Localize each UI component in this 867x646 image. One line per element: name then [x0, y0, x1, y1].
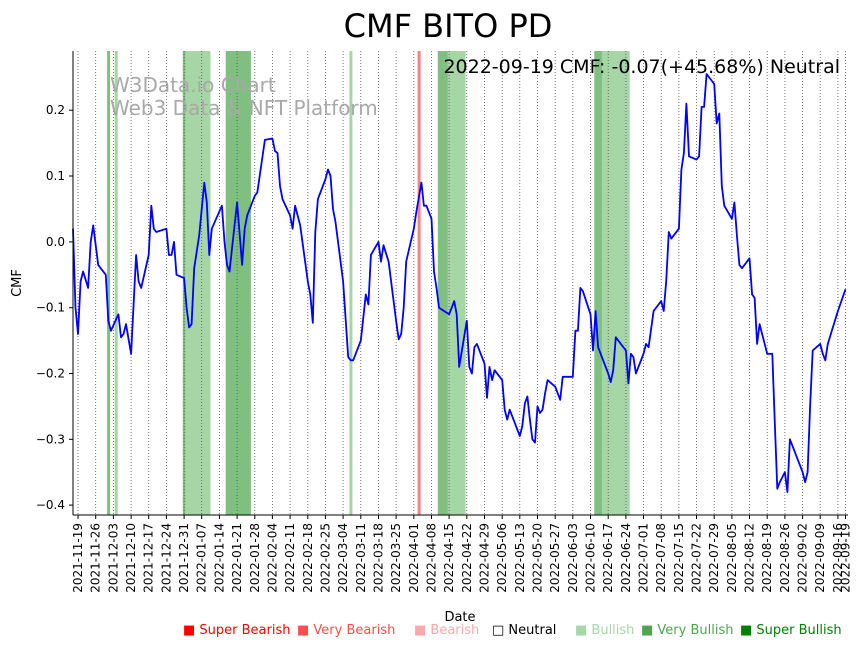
- signal-band-9: [594, 51, 605, 515]
- legend-item-bullish: ■ Bullish: [575, 623, 634, 638]
- legend-item-bearish: ■ Bearish: [414, 623, 479, 638]
- x-axis-label: Date: [444, 610, 475, 625]
- x-tick-label: 2022-07-08: [654, 523, 668, 593]
- x-tick-label: 2021-11-19: [71, 523, 85, 593]
- x-tick-label: 2022-04-08: [425, 523, 439, 593]
- x-tick-label: 2022-02-25: [318, 523, 332, 593]
- signal-band-6: [417, 51, 421, 515]
- x-tick-label: 2022-02-18: [301, 523, 315, 593]
- x-tick-label: 2022-01-14: [212, 523, 226, 593]
- signal-band-4: [225, 51, 251, 515]
- cmf-series-line: [72, 73, 847, 493]
- x-ticks: 2021-11-19 2021-11-26 2021-12-03 2021-12-10…: [71, 515, 853, 593]
- x-tick-label: 2022-02-11: [283, 523, 297, 593]
- x-tick-label: 2022-07-01: [637, 523, 651, 593]
- x-tick-label: 2021-12-10: [124, 523, 138, 593]
- x-tick-label: 2022-03-18: [372, 523, 386, 593]
- x-tick-label: 2022-03-11: [354, 523, 368, 593]
- x-tick-label: 2022-08-19: [760, 523, 774, 593]
- x-tick-label: 2022-01-21: [230, 523, 244, 593]
- x-tick-label: 2022-06-17: [601, 523, 615, 593]
- x-tick-label: 2022-08-05: [725, 523, 739, 593]
- signal-band-1: [114, 51, 118, 515]
- vertical-gridlines: [77, 51, 846, 515]
- x-tick-label: 2022-01-07: [195, 523, 209, 593]
- x-tick-label: 2021-12-17: [142, 523, 156, 593]
- y-tick-label: −0.3: [36, 432, 65, 446]
- legend-item-super-bullish: ■ Super Bullish: [740, 623, 842, 638]
- x-tick-label: 2022-04-01: [407, 523, 421, 593]
- watermark-line-1: W3Data.io Chart: [110, 73, 276, 97]
- legend-item-super-bearish: ■ Super Bearish: [183, 623, 291, 638]
- chart-title: CMF BITO PD: [344, 7, 553, 45]
- x-tick-label: 2022-09-16: [831, 523, 845, 593]
- legend-item-very-bearish: ■ Very Bearish: [297, 623, 395, 638]
- y-axis-label: CMF: [10, 269, 25, 297]
- x-tick-label: 2022-05-20: [531, 523, 545, 593]
- y-tick-label: −0.1: [36, 301, 65, 315]
- x-tick-label: 2022-08-12: [743, 523, 757, 593]
- signal-bands: [107, 51, 630, 515]
- signal-band-8: [447, 51, 466, 515]
- x-tick-label: 2022-09-09: [813, 523, 827, 593]
- x-tick-label: 2021-11-26: [89, 523, 103, 593]
- x-tick-label: 2022-04-15: [442, 523, 456, 593]
- x-tick-label: 2022-05-06: [495, 523, 509, 593]
- x-tick-label: 2022-02-04: [265, 523, 279, 593]
- x-tick-label: 2022-07-22: [690, 523, 704, 593]
- watermark-line-2: Web3 Data & NFT Platform: [110, 96, 378, 120]
- y-tick-label: 0.2: [46, 103, 65, 117]
- x-tick-label: 2022-03-25: [389, 523, 403, 593]
- x-tick-label: 2022-06-10: [584, 523, 598, 593]
- x-tick-label: 2022-06-03: [566, 523, 580, 593]
- signal-legend: ■ Super Bearish ■ Very Bearish ■ Bearish □ …: [183, 623, 842, 638]
- x-tick-label: 2021-12-24: [159, 523, 173, 593]
- signal-band-7: [437, 51, 448, 515]
- x-tick-label: 2022-09-19: [839, 523, 853, 593]
- signal-band-5: [349, 51, 353, 515]
- x-tick-label: 2022-07-29: [707, 523, 721, 593]
- x-tick-label: 2022-05-27: [548, 523, 562, 593]
- y-tick-label: −0.4: [36, 498, 65, 512]
- x-tick-label: 2021-12-31: [177, 523, 191, 593]
- x-tick-label: 2022-04-22: [460, 523, 474, 593]
- legend-item-neutral: □ Neutral: [492, 623, 556, 638]
- x-tick-label: 2022-04-29: [478, 523, 492, 593]
- cmf-annotation: 2022-09-19 CMF: -0.07(+45.68%) Neutral: [443, 56, 840, 78]
- signal-band-0: [107, 51, 111, 515]
- x-tick-label: 2022-07-15: [672, 523, 686, 593]
- y-tick-label: 0.1: [46, 169, 65, 183]
- x-tick-label: 2022-05-13: [513, 523, 527, 593]
- x-tick-label: 2022-01-28: [248, 523, 262, 593]
- signal-band-10: [601, 51, 630, 515]
- x-tick-label: 2022-03-04: [336, 523, 350, 593]
- legend-item-very-bullish: ■ Very Bullish: [641, 623, 733, 638]
- signal-band-3: [185, 51, 211, 515]
- y-tick-label: 0.0: [46, 235, 65, 249]
- watermark: W3Data.io Chart Web3 Data & NFT Platform: [110, 73, 378, 120]
- x-tick-label: 2022-09-02: [796, 523, 810, 593]
- y-ticks: 0.2 0.1 0.0 −0.1 −0.2 −0.3 −0.4: [36, 103, 73, 512]
- x-tick-label: 2021-12-03: [106, 523, 120, 593]
- x-tick-label: 2022-08-26: [778, 523, 792, 593]
- y-tick-label: −0.2: [36, 367, 65, 381]
- x-tick-label: 2022-06-24: [619, 523, 633, 593]
